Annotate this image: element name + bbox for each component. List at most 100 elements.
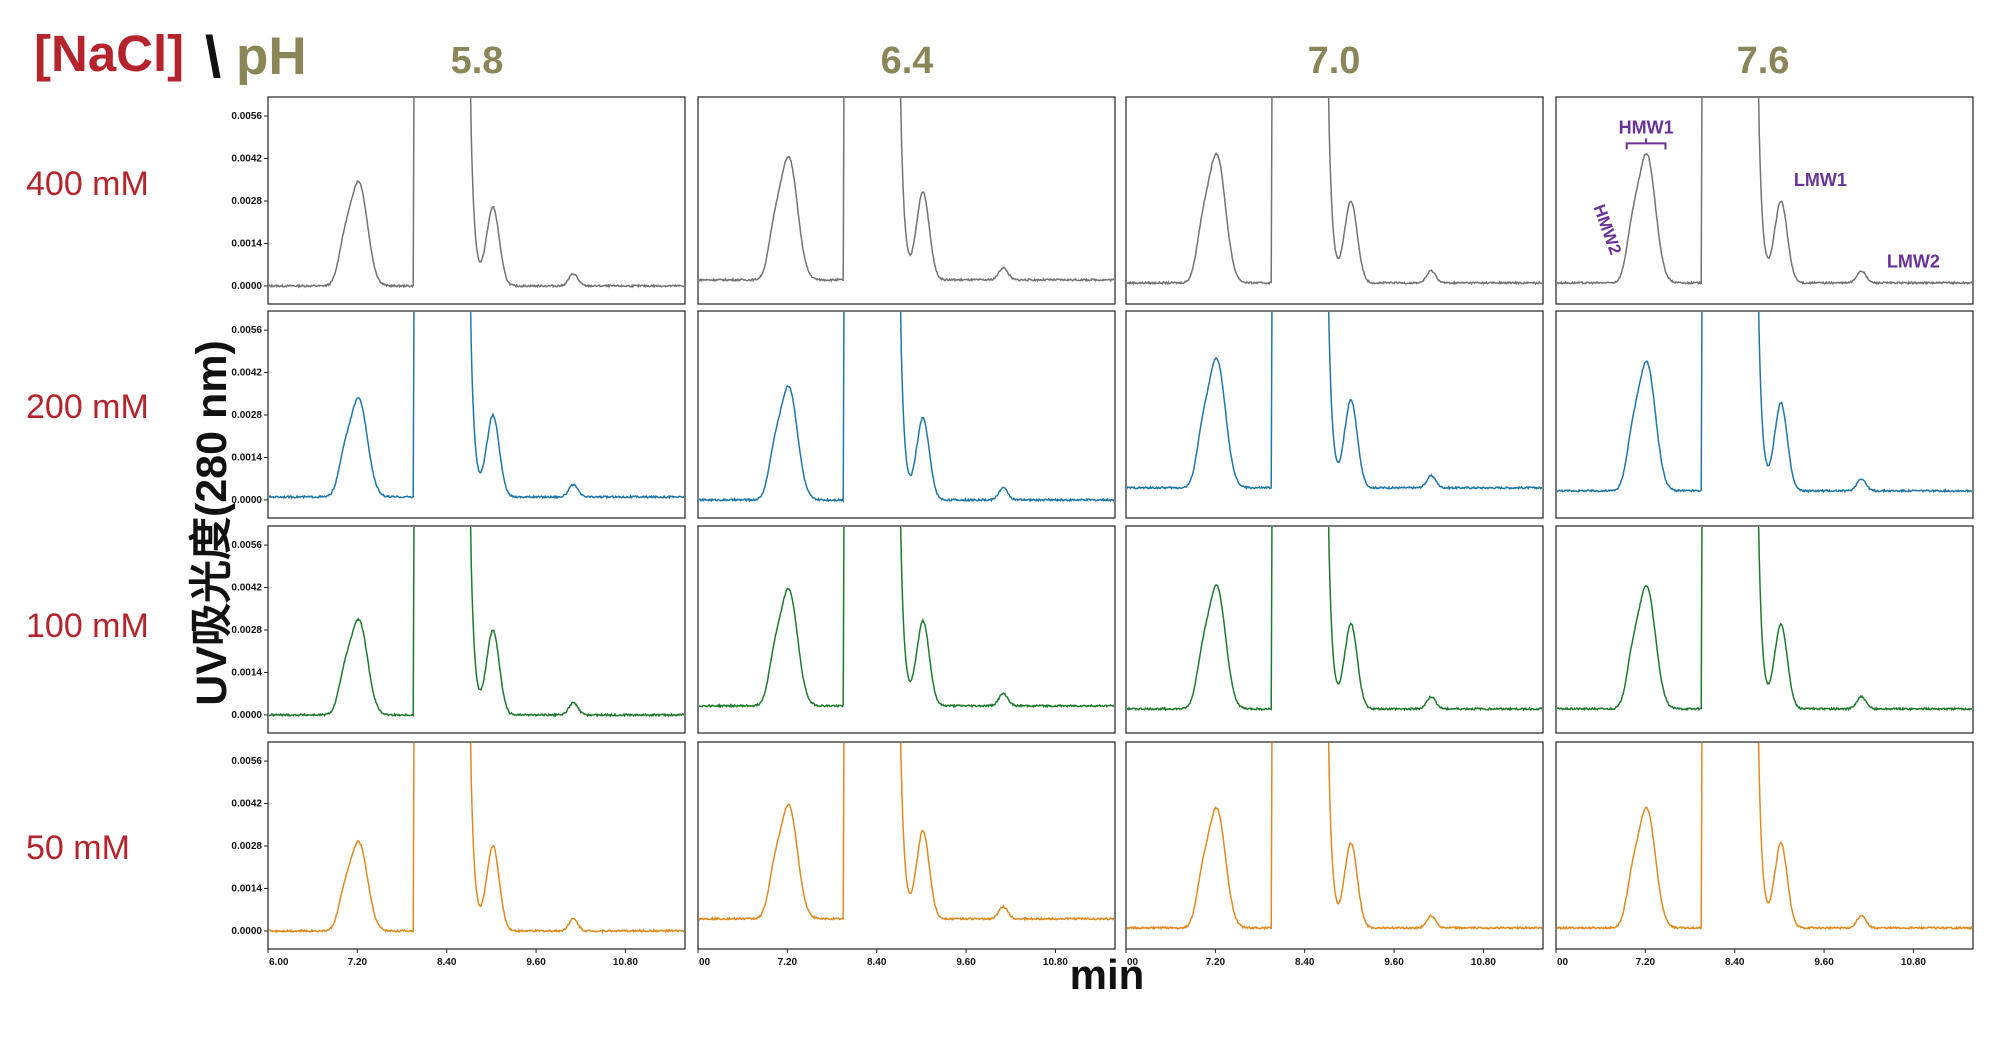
- panel-frame: [697, 741, 1116, 950]
- y-tick-label: 0.0014: [231, 667, 262, 678]
- x-axis-label: min: [1069, 951, 1145, 998]
- nacl-label: [NaCl]: [34, 25, 185, 82]
- panel-2-2: [697, 310, 1116, 519]
- panel-2-3: [1125, 310, 1544, 519]
- x-tick-label: 00: [699, 957, 711, 968]
- panel-frame: [267, 741, 686, 950]
- panel-frame: [267, 96, 686, 305]
- panel-4-3: 00 7.20 8.40 9.60 10.80: [1125, 741, 1544, 968]
- column-title-ph-7.6: 7.6: [1736, 40, 1790, 82]
- row-title-200mm: 200 mM: [26, 388, 149, 426]
- y-tick-label: 0.0042: [231, 154, 262, 165]
- y-tick-label: 0.0028: [231, 196, 262, 207]
- x-tick-label: 8.40: [1295, 957, 1315, 968]
- panel-4-2: 00 7.20 8.40 9.60 10.80: [697, 741, 1116, 968]
- column-title-ph-5.8: 5.8: [450, 40, 504, 82]
- y-tick-label: 0.0042: [231, 368, 262, 379]
- row-title-50mm: 50 mM: [26, 829, 130, 867]
- x-tick-label: 7.20: [1636, 957, 1656, 968]
- y-tick-label: 0.0028: [231, 625, 262, 636]
- panel-3-2: [697, 525, 1116, 734]
- x-tick-label: 9.60: [1384, 957, 1404, 968]
- series-line: [699, 312, 1114, 504]
- y-tick-label: 0.0028: [231, 410, 262, 421]
- annotation-lmw1: LMW1: [1794, 170, 1847, 190]
- x-tick-label: 9.60: [526, 957, 546, 968]
- y-tick-label: 0.0014: [231, 452, 262, 463]
- series-line: [1127, 98, 1542, 286]
- panel-frame: [697, 525, 1116, 734]
- annotation-hmw1: HMW1: [1619, 117, 1674, 137]
- panel-3-3: [1125, 525, 1544, 734]
- series-line: [1557, 98, 1972, 286]
- x-tick-label: 10.80: [1043, 957, 1068, 968]
- y-tick-label: 0.0000: [231, 926, 262, 937]
- panel-frame: [267, 310, 686, 519]
- series-line: [1127, 743, 1542, 931]
- series-line: [1557, 527, 1972, 712]
- x-tick-label: 8.40: [1725, 957, 1745, 968]
- x-tick-label: 10.80: [613, 957, 638, 968]
- y-tick-label: 0.0056: [231, 325, 262, 336]
- x-tick-label: 7.20: [1206, 957, 1226, 968]
- series-line: [269, 743, 684, 934]
- column-title-ph-6.4: 6.4: [880, 40, 934, 82]
- panel-1-3: [1125, 96, 1544, 305]
- panel-frame: [1125, 96, 1544, 305]
- panel-frame: [697, 96, 1116, 305]
- series-line: [1557, 743, 1972, 931]
- panel-frame: [1555, 96, 1974, 305]
- y-tick-label: 0.0042: [231, 799, 262, 810]
- panel-frame: [1555, 310, 1974, 519]
- panel-frame: [1125, 310, 1544, 519]
- x-tick-label: 6.00: [269, 957, 289, 968]
- y-tick-label: 0.0056: [231, 111, 262, 122]
- x-tick-label: 8.40: [867, 957, 887, 968]
- panel-3-1: 0.0000 0.0014 0.0028 0.0042 0.0056: [231, 525, 686, 734]
- panel-1-2: [697, 96, 1116, 305]
- series-line: [1127, 312, 1542, 491]
- series-line: [699, 98, 1114, 283]
- panel-frame: [1125, 525, 1544, 734]
- panel-1-1: 0.0000 0.0014 0.0028 0.0042 0.0056: [231, 96, 686, 305]
- x-tick-label: 10.80: [1471, 957, 1496, 968]
- panel-3-4: [1555, 525, 1974, 734]
- panel-2-4: [1555, 310, 1974, 519]
- y-tick-label: 0.0042: [231, 583, 262, 594]
- panel-4-4: 00 7.20 8.40 9.60 10.80: [1555, 741, 1974, 968]
- row-title-400mm: 400 mM: [26, 165, 149, 203]
- y-tick-label: 0.0056: [231, 756, 262, 767]
- panel-frame: [697, 310, 1116, 519]
- hmw1-bracket: [1625, 142, 1667, 150]
- column-title-ph-7.0: 7.0: [1307, 40, 1361, 82]
- series-line: [269, 527, 684, 718]
- x-tick-label: 8.40: [437, 957, 457, 968]
- panel-frame: [1555, 741, 1974, 950]
- x-tick-label: 7.20: [348, 957, 368, 968]
- series-line: [269, 312, 684, 500]
- y-tick-label: 0.0028: [231, 841, 262, 852]
- x-tick-label: 9.60: [956, 957, 976, 968]
- x-tick-label: 7.20: [778, 957, 798, 968]
- series-line: [269, 98, 684, 289]
- row-title-100mm: 100 mM: [26, 607, 149, 645]
- x-tick-label: 00: [1557, 957, 1569, 968]
- y-tick-label: 0.0000: [231, 495, 262, 506]
- x-tick-label: 10.80: [1901, 957, 1926, 968]
- panel-frame: [1555, 525, 1974, 734]
- y-tick-label: 0.0014: [231, 238, 262, 249]
- x-tick-label: 9.60: [1814, 957, 1834, 968]
- x-tick-label: 00: [1127, 957, 1139, 968]
- panel-2-1: 0.0000 0.0014 0.0028 0.0042 0.0056: [231, 310, 686, 519]
- series-line: [699, 527, 1114, 709]
- panel-frame: [1125, 741, 1544, 950]
- series-line: [1557, 312, 1972, 494]
- y-tick-label: 0.0000: [231, 281, 262, 292]
- y-tick-label: 0.0000: [231, 710, 262, 721]
- y-tick-label: 0.0056: [231, 540, 262, 551]
- series-line: [1127, 527, 1542, 712]
- y-tick-label: 0.0014: [231, 883, 262, 894]
- panel-frame: [267, 525, 686, 734]
